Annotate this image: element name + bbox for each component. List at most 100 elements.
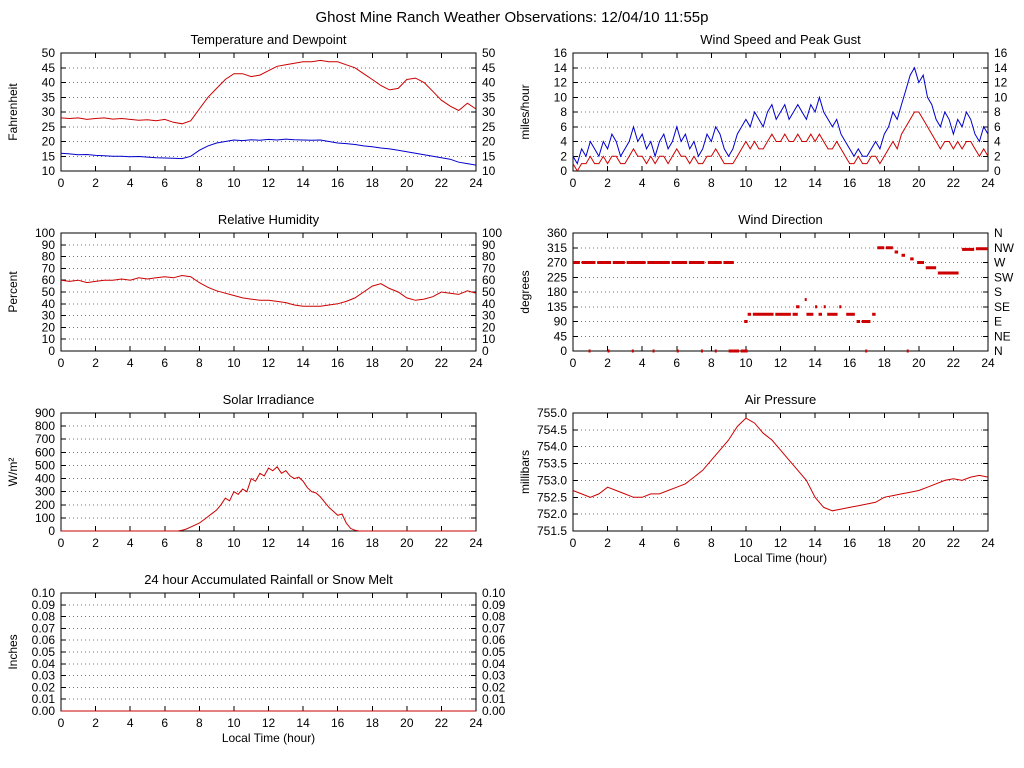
svg-text:18: 18 — [878, 176, 892, 190]
svg-text:S: S — [994, 285, 1002, 299]
svg-text:Wind Direction: Wind Direction — [738, 212, 823, 227]
svg-text:6: 6 — [161, 536, 168, 550]
svg-text:10: 10 — [739, 536, 753, 550]
svg-text:Temperature and Dewpoint: Temperature and Dewpoint — [190, 32, 346, 47]
svg-text:30: 30 — [482, 309, 496, 323]
svg-text:50: 50 — [482, 285, 496, 299]
svg-text:24: 24 — [469, 176, 483, 190]
page-title: Ghost Mine Ranch Weather Observations: 1… — [315, 9, 709, 26]
svg-text:Local Time (hour): Local Time (hour) — [222, 731, 315, 745]
svg-text:20: 20 — [42, 135, 56, 149]
svg-text:752.5: 752.5 — [537, 490, 567, 504]
svg-text:700: 700 — [35, 432, 55, 446]
svg-text:millibars: millibars — [518, 450, 532, 494]
svg-text:4: 4 — [127, 536, 134, 550]
svg-text:751.5: 751.5 — [537, 524, 567, 538]
svg-text:6: 6 — [161, 176, 168, 190]
svg-text:900: 900 — [35, 406, 55, 420]
svg-text:12: 12 — [994, 76, 1008, 90]
svg-text:0.03: 0.03 — [32, 669, 56, 683]
svg-text:2: 2 — [560, 149, 567, 163]
svg-text:0.04: 0.04 — [32, 657, 56, 671]
svg-text:360: 360 — [547, 226, 567, 240]
svg-text:8: 8 — [560, 105, 567, 119]
svg-text:20: 20 — [482, 135, 496, 149]
svg-text:8: 8 — [196, 716, 203, 730]
svg-text:22: 22 — [435, 536, 449, 550]
svg-text:0.00: 0.00 — [482, 704, 506, 718]
svg-text:800: 800 — [35, 419, 55, 433]
svg-text:Air Pressure: Air Pressure — [745, 392, 817, 407]
svg-text:0.06: 0.06 — [482, 633, 506, 647]
svg-text:20: 20 — [482, 320, 496, 334]
svg-text:0.08: 0.08 — [482, 610, 506, 624]
chart-air-pressure: 751.5 752.0 752.5 753.0 753.5 754.0 754.5 755.0… — [518, 392, 995, 565]
svg-text:8: 8 — [708, 176, 715, 190]
svg-text:14: 14 — [296, 176, 310, 190]
svg-text:6: 6 — [994, 120, 1001, 134]
svg-text:0.01: 0.01 — [32, 692, 56, 706]
svg-text:2: 2 — [604, 536, 611, 550]
svg-text:70: 70 — [42, 261, 56, 275]
svg-text:W: W — [994, 256, 1006, 270]
svg-text:24 hour Accumulated Rainfall o: 24 hour Accumulated Rainfall or Snow Mel… — [144, 572, 393, 587]
svg-text:16: 16 — [331, 536, 345, 550]
svg-text:6: 6 — [673, 176, 680, 190]
svg-text:14: 14 — [994, 61, 1008, 75]
svg-text:0.06: 0.06 — [32, 633, 56, 647]
svg-text:60: 60 — [482, 273, 496, 287]
svg-text:135: 135 — [547, 300, 567, 314]
svg-text:0: 0 — [58, 716, 65, 730]
svg-text:10: 10 — [227, 716, 241, 730]
svg-text:40: 40 — [42, 76, 56, 90]
svg-text:20: 20 — [400, 176, 414, 190]
svg-text:10: 10 — [42, 332, 56, 346]
svg-text:35: 35 — [42, 90, 56, 104]
svg-text:500: 500 — [35, 458, 55, 472]
svg-text:270: 270 — [547, 256, 567, 270]
svg-text:4: 4 — [639, 356, 646, 370]
svg-text:753.5: 753.5 — [537, 457, 567, 471]
svg-text:50: 50 — [482, 46, 496, 60]
svg-text:200: 200 — [35, 498, 55, 512]
svg-text:14: 14 — [808, 536, 822, 550]
svg-text:E: E — [994, 315, 1002, 329]
svg-text:0.10: 0.10 — [482, 586, 506, 600]
svg-text:14: 14 — [554, 61, 568, 75]
svg-text:30: 30 — [42, 105, 56, 119]
svg-text:70: 70 — [482, 261, 496, 275]
svg-text:4: 4 — [994, 135, 1001, 149]
svg-text:12: 12 — [774, 536, 788, 550]
svg-text:12: 12 — [262, 536, 276, 550]
svg-text:0: 0 — [570, 356, 577, 370]
svg-text:0: 0 — [994, 164, 1001, 178]
svg-text:6: 6 — [673, 536, 680, 550]
svg-text:18: 18 — [366, 536, 380, 550]
svg-text:18: 18 — [366, 716, 380, 730]
svg-text:10: 10 — [554, 90, 568, 104]
svg-text:24: 24 — [469, 356, 483, 370]
svg-text:24: 24 — [981, 176, 995, 190]
svg-text:0: 0 — [570, 536, 577, 550]
svg-text:14: 14 — [808, 356, 822, 370]
svg-text:12: 12 — [262, 176, 276, 190]
svg-text:2: 2 — [92, 356, 99, 370]
svg-text:0: 0 — [58, 356, 65, 370]
svg-text:0.03: 0.03 — [482, 669, 506, 683]
svg-text:8: 8 — [196, 356, 203, 370]
svg-text:315: 315 — [547, 241, 567, 255]
svg-text:755.0: 755.0 — [537, 406, 567, 420]
svg-text:225: 225 — [547, 270, 567, 284]
svg-text:2: 2 — [92, 716, 99, 730]
svg-text:10: 10 — [227, 356, 241, 370]
svg-text:2: 2 — [92, 176, 99, 190]
svg-text:10: 10 — [482, 332, 496, 346]
svg-text:4: 4 — [639, 536, 646, 550]
svg-text:22: 22 — [947, 356, 961, 370]
svg-text:30: 30 — [42, 309, 56, 323]
svg-text:4: 4 — [127, 716, 134, 730]
svg-text:754.0: 754.0 — [537, 440, 567, 454]
